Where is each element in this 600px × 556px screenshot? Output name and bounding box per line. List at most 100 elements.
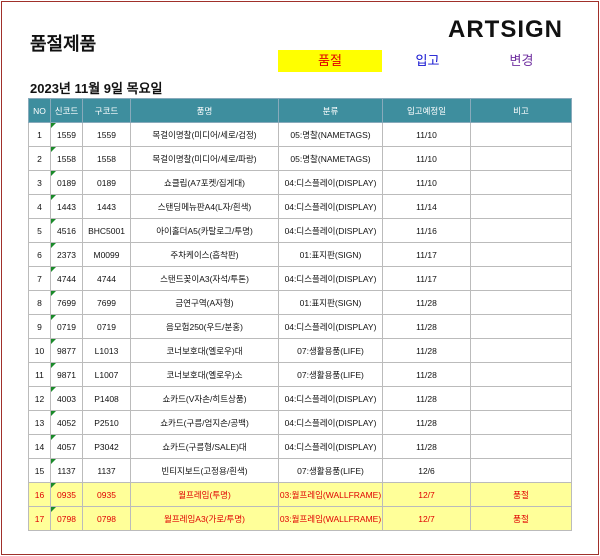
table-cell: 04:디스플레이(DISPLAY) (278, 410, 383, 435)
table-cell: 5 (28, 218, 51, 243)
table-row: 14 4057 P3042 쇼카드(구름형/SALE)대 04:디스플레이(DISPLA… (28, 434, 572, 459)
table-row: 3 0189 0189 쇼클립(A7포켓/집게대) 04:디스플레이(DISPLAY) 1… (28, 170, 572, 195)
table-cell: 2373 (50, 242, 83, 267)
table-cell: 4057 (50, 434, 83, 459)
table-cell: 1443 (82, 194, 131, 219)
table-cell: 품절 (470, 506, 572, 531)
table-cell: 4003 (50, 386, 83, 411)
table-cell: 4744 (50, 266, 83, 291)
table-cell: 스탠드꽂이A3(자석/투톤) (130, 266, 279, 291)
table-cell: 주차케이스(흡착판) (130, 242, 279, 267)
table-cell: 13 (28, 410, 51, 435)
column-header: 비고 (470, 98, 572, 123)
table-cell: P2510 (82, 410, 131, 435)
table-cell: 1558 (50, 146, 83, 171)
table-cell: 11 (28, 362, 51, 387)
table-cell: 코너보호대(옐로우)대 (130, 338, 279, 363)
table-cell: 1559 (82, 122, 131, 147)
table-cell: 16 (28, 482, 51, 507)
table-cell (470, 146, 572, 171)
logo: ARTSIGN (448, 16, 563, 43)
column-header: 구코드 (82, 98, 131, 123)
table-cell: 11/10 (382, 122, 471, 147)
table-cell (470, 338, 572, 363)
table-cell (470, 386, 572, 411)
table-cell: 11/16 (382, 218, 471, 243)
table-cell: 11/10 (382, 146, 471, 171)
table-cell (470, 218, 572, 243)
table-cell: 0935 (82, 482, 131, 507)
table-cell: 쇼카드(구름/엄지손/공백) (130, 410, 279, 435)
table-cell: 0189 (50, 170, 83, 195)
table-cell: 11/28 (382, 338, 471, 363)
column-header: NO (28, 98, 51, 123)
table-cell: L1013 (82, 338, 131, 363)
date: 2023년 11월 9일 목요일 (30, 81, 163, 96)
table-cell: 9 (28, 314, 51, 339)
table-cell: 7 (28, 266, 51, 291)
table-cell: 12/6 (382, 458, 471, 483)
table-cell: 11/28 (382, 290, 471, 315)
table-cell: 금연구역(A자형) (130, 290, 279, 315)
table-row: 1 1559 1559 목걸이명찰(미디어/세로/검정) 05:명찰(NAMETAGS)… (28, 122, 572, 147)
table-row: 6 2373 M0099 주차케이스(흡착판) 01:표지판(SIGN) 11/17 (28, 242, 572, 267)
table-cell: 04:디스플레이(DISPLAY) (278, 314, 383, 339)
table-cell: 3 (28, 170, 51, 195)
table-cell: 7699 (82, 290, 131, 315)
table-cell (470, 314, 572, 339)
column-header: 분류 (278, 98, 383, 123)
table-cell: 월프레임(투명) (130, 482, 279, 507)
table-cell: 07:생활용품(LIFE) (278, 338, 383, 363)
table-cell: 1443 (50, 194, 83, 219)
button[interactable]: 품절 (278, 50, 382, 72)
table-cell: 0798 (50, 506, 83, 531)
table-row: 12 4003 P1408 쇼카드(V자손/히트상품) 04:디스플레이(DISPLAY… (28, 386, 572, 411)
table-cell: 07:생활용품(LIFE) (278, 362, 383, 387)
table-cell: 04:디스플레이(DISPLAY) (278, 218, 383, 243)
table-row: 8 7699 7699 금연구역(A자형) 01:표지판(SIGN) 11/28 (28, 290, 572, 315)
table-cell: 빈티지보드(고정용/흰색) (130, 458, 279, 483)
table-cell: 6 (28, 242, 51, 267)
table-cell (470, 458, 572, 483)
table-row: 16 0935 0935 월프레임(투명) 03:월프레임(WALLFRAME) 12/7… (28, 482, 572, 507)
table-cell: 05:명찰(NAMETAGS) (278, 122, 383, 147)
table-cell: 1137 (50, 458, 83, 483)
column-header: 품명 (130, 98, 279, 123)
table-row: 17 0798 0798 월프레임A3(가로/투명) 03:월프레임(WALLFRAME… (28, 506, 572, 531)
table-row: 9 0719 0719 음모험250(우드/분홍) 04:디스플레이(DISPLAY) 1… (28, 314, 572, 339)
table-cell: 목걸이명찰(미디어/세로/검정) (130, 122, 279, 147)
button[interactable]: 입고 (415, 53, 440, 68)
table-cell: 04:디스플레이(DISPLAY) (278, 266, 383, 291)
table-cell: 12/7 (382, 482, 471, 507)
table-row: 10 9877 L1013 코너보호대(옐로우)대 07:생활용품(LIFE) 11/28 (28, 338, 572, 363)
table-cell: L1007 (82, 362, 131, 387)
table-cell: 04:디스플레이(DISPLAY) (278, 170, 383, 195)
table-cell: 12/7 (382, 506, 471, 531)
table-cell: 품절 (470, 482, 572, 507)
table-cell: 11/28 (382, 410, 471, 435)
table-cell (470, 290, 572, 315)
table-cell: 0719 (50, 314, 83, 339)
table-cell: 1559 (50, 122, 83, 147)
table-cell: 11/28 (382, 386, 471, 411)
table-cell: 목걸이명찰(미디어/세로/파랑) (130, 146, 279, 171)
table-cell: 04:디스플레이(DISPLAY) (278, 434, 383, 459)
table-row: 4 1443 1443 스탠딩메뉴판A4(L자/흰색) 04:디스플레이(DISPLAY… (28, 194, 572, 219)
table-cell: 9871 (50, 362, 83, 387)
table-cell: BHC5001 (82, 218, 131, 243)
table-cell (470, 266, 572, 291)
table-cell: P3042 (82, 434, 131, 459)
table-cell: 11/10 (382, 170, 471, 195)
table-cell: 04:디스플레이(DISPLAY) (278, 386, 383, 411)
table-cell: 1558 (82, 146, 131, 171)
table-cell: M0099 (82, 242, 131, 267)
table-cell: 03:월프레임(WALLFRAME) (278, 506, 383, 531)
table-cell: 14 (28, 434, 51, 459)
table-cell: 01:표지판(SIGN) (278, 242, 383, 267)
table-cell: 11/28 (382, 434, 471, 459)
table-cell: 17 (28, 506, 51, 531)
button[interactable]: 변경 (509, 53, 534, 68)
table-cell: 0935 (50, 482, 83, 507)
